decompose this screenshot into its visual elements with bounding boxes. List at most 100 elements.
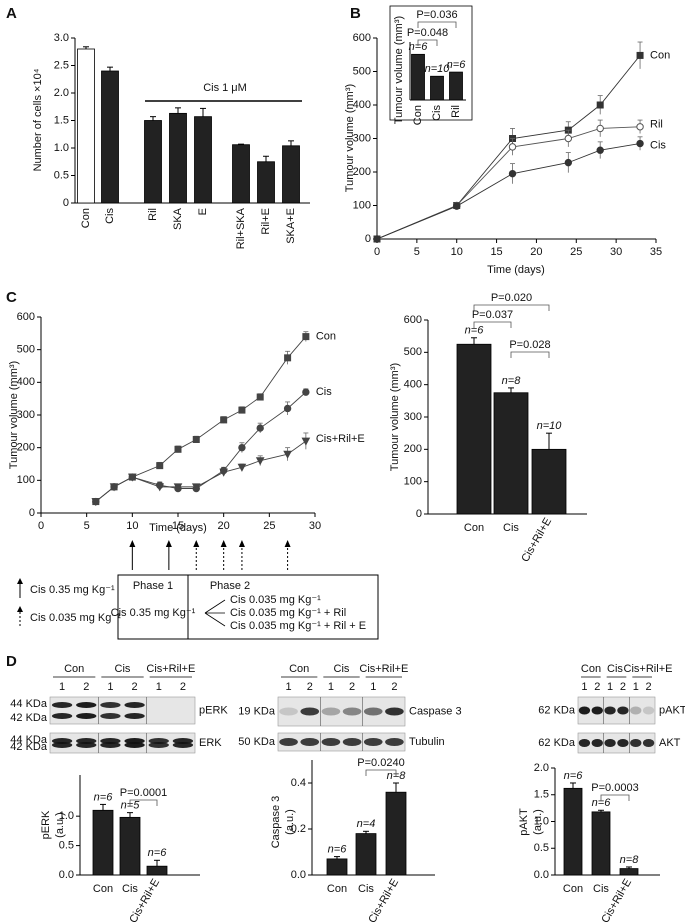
blot-lane: 1 — [607, 681, 613, 693]
blot — [277, 696, 406, 727]
marker — [284, 354, 292, 362]
blot-band — [617, 739, 629, 747]
x-tick-label: 15 — [172, 520, 184, 532]
marker — [109, 483, 119, 492]
blot-band — [642, 706, 655, 715]
blot-group: Con — [581, 663, 601, 675]
blot-lane: 2 — [307, 681, 313, 693]
y-axis-label: Tumour volume (mm³) — [393, 16, 405, 124]
y-tick-label: 200 — [353, 166, 371, 178]
bar — [119, 816, 141, 876]
y-tick-label: 3.0 — [54, 32, 69, 44]
p-value: P=0.0003 — [591, 782, 638, 794]
p-bracket — [473, 304, 550, 311]
blot-band — [124, 713, 145, 719]
blot-lane: 2 — [620, 681, 626, 693]
marker — [191, 483, 201, 492]
marker — [508, 143, 517, 151]
blot-lane: 2 — [132, 681, 138, 693]
y-tick-label: 1.5 — [54, 114, 69, 126]
blot — [577, 732, 656, 754]
y-tick-label: 0.5 — [534, 842, 549, 854]
marker — [219, 468, 229, 477]
marker — [173, 483, 183, 492]
series-label: Cis — [316, 386, 332, 398]
x-axis-label: Time (days) — [149, 522, 207, 534]
y-axis-label: pERK — [40, 810, 52, 839]
series-label: Ril — [650, 119, 663, 131]
p-value: P=0.028 — [509, 339, 550, 351]
series-line — [95, 336, 307, 502]
y-tick-label: 100 — [404, 476, 422, 488]
y-tick-label: 100 — [17, 474, 35, 486]
y-tick-label: 0 — [416, 508, 422, 520]
x-tick-label: 15 — [490, 246, 502, 258]
blot-kda: 19 KDa — [238, 705, 276, 717]
blot-band — [279, 738, 298, 746]
y-axis-label: Tumour volume (mm³) — [8, 361, 20, 469]
marker — [283, 450, 292, 459]
x-tick-label: Con — [93, 883, 113, 895]
blot-band — [363, 738, 383, 746]
x-tick-label: Cis+Ril+E — [519, 516, 554, 564]
blot-lane: 1 — [633, 681, 639, 693]
blot-band — [124, 742, 145, 748]
p-bracket — [510, 351, 550, 358]
bar — [92, 809, 114, 876]
blot-name: Caspase 3 — [409, 705, 462, 717]
y-tick-label: 0.5 — [59, 839, 74, 851]
legend-arrowhead — [17, 578, 23, 584]
y-tick-label: 400 — [404, 379, 422, 391]
n-label: n=6 — [564, 770, 584, 782]
phase-text: Cis 0.35 mg Kg⁻¹ — [111, 607, 196, 619]
dose-arrowhead — [238, 540, 245, 547]
n-label: n=6 — [94, 791, 114, 803]
marker — [636, 51, 644, 59]
bar — [619, 868, 639, 876]
blot-kda: 44 KDa — [10, 734, 48, 746]
bar — [77, 48, 95, 204]
y-tick-label: 1.0 — [59, 810, 74, 822]
y-tick-label: 0.0 — [534, 869, 549, 881]
y-tick-label: 300 — [353, 132, 371, 144]
blot-name: ERK — [199, 737, 222, 749]
x-tick-label: Cis — [431, 105, 443, 121]
marker — [256, 393, 264, 401]
marker — [255, 457, 265, 466]
dose-arrowhead — [129, 540, 136, 547]
blot-band — [300, 738, 320, 746]
blot-band — [100, 702, 121, 708]
annotation: Cis 1 μM — [203, 82, 247, 94]
p-bracket — [417, 21, 457, 28]
phase-branch — [204, 599, 226, 627]
blot-name: Tubulin — [409, 736, 445, 748]
bar — [385, 791, 407, 876]
x-tick-label: 5 — [414, 246, 420, 258]
y-tick-label: 100 — [353, 199, 371, 211]
y-axis-label: (a.u.) — [284, 809, 296, 835]
p-bracket — [473, 321, 512, 328]
panel-label: A — [6, 5, 17, 22]
dose-arrowhead — [193, 540, 200, 547]
bar — [563, 787, 583, 876]
marker — [220, 416, 228, 424]
x-tick-label: Ril — [450, 105, 462, 118]
y-axis-label: Tumour volume (mm³) — [389, 363, 401, 471]
y-axis-label: Number of cells ×10⁴ — [32, 68, 44, 171]
marker — [508, 169, 517, 178]
y-tick-label: 0 — [29, 507, 35, 519]
marker — [155, 483, 165, 492]
p-bracket — [417, 39, 438, 46]
marker — [127, 473, 137, 482]
x-tick-label: Cis — [358, 883, 374, 895]
marker — [453, 202, 461, 210]
blot-band — [300, 707, 320, 716]
bar — [144, 120, 162, 204]
y-tick-label: 1.0 — [534, 815, 549, 827]
blot-group: Con — [64, 663, 84, 675]
y-tick-label: 0.0 — [291, 869, 306, 881]
y-tick-label: 0.0 — [59, 869, 74, 881]
x-tick-label: 0 — [38, 520, 44, 532]
blot-band — [100, 713, 121, 719]
panel-label: C — [6, 289, 17, 306]
